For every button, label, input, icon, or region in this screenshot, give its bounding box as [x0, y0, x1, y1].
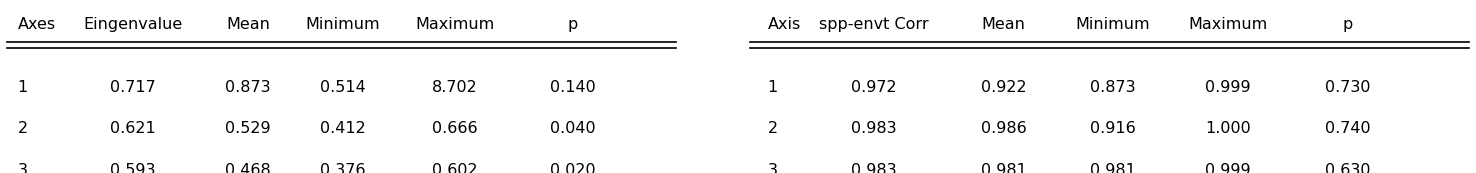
Text: Mean: Mean — [226, 17, 270, 32]
Text: p: p — [1343, 17, 1352, 32]
Text: 0.873: 0.873 — [1091, 80, 1135, 95]
Text: 0.922: 0.922 — [982, 80, 1026, 95]
Text: 2: 2 — [768, 121, 778, 136]
Text: 0.376: 0.376 — [320, 163, 365, 173]
Text: 0.873: 0.873 — [226, 80, 270, 95]
Text: Axis: Axis — [768, 17, 801, 32]
Text: Maximum: Maximum — [415, 17, 494, 32]
Text: Minimum: Minimum — [306, 17, 379, 32]
Text: Axes: Axes — [18, 17, 56, 32]
Text: 0.972: 0.972 — [852, 80, 896, 95]
Text: Minimum: Minimum — [1076, 17, 1150, 32]
Text: 0.140: 0.140 — [551, 80, 595, 95]
Text: 0.040: 0.040 — [551, 121, 595, 136]
Text: 0.986: 0.986 — [982, 121, 1026, 136]
Text: 3: 3 — [18, 163, 28, 173]
Text: 0.999: 0.999 — [1206, 80, 1250, 95]
Text: 0.983: 0.983 — [852, 121, 896, 136]
Text: 0.621: 0.621 — [111, 121, 155, 136]
Text: 3: 3 — [768, 163, 778, 173]
Text: 0.916: 0.916 — [1091, 121, 1135, 136]
Text: 0.717: 0.717 — [111, 80, 155, 95]
Text: 0.602: 0.602 — [432, 163, 477, 173]
Text: 0.514: 0.514 — [320, 80, 365, 95]
Text: p: p — [568, 17, 577, 32]
Text: 2: 2 — [18, 121, 28, 136]
Text: 0.730: 0.730 — [1325, 80, 1370, 95]
Text: 0.529: 0.529 — [226, 121, 270, 136]
Text: 1: 1 — [768, 80, 778, 95]
Text: 0.630: 0.630 — [1325, 163, 1370, 173]
Text: Eingenvalue: Eingenvalue — [83, 17, 183, 32]
Text: 0.981: 0.981 — [980, 163, 1027, 173]
Text: spp-envt Corr: spp-envt Corr — [819, 17, 928, 32]
Text: 0.999: 0.999 — [1206, 163, 1250, 173]
Text: 0.981: 0.981 — [1089, 163, 1137, 173]
Text: 0.020: 0.020 — [551, 163, 595, 173]
Text: 0.666: 0.666 — [432, 121, 477, 136]
Text: 1.000: 1.000 — [1206, 121, 1250, 136]
Text: Mean: Mean — [982, 17, 1026, 32]
Text: 1: 1 — [18, 80, 28, 95]
Text: 0.983: 0.983 — [852, 163, 896, 173]
Text: 8.702: 8.702 — [432, 80, 477, 95]
Text: 0.468: 0.468 — [226, 163, 270, 173]
Text: 0.593: 0.593 — [111, 163, 155, 173]
Text: 0.412: 0.412 — [320, 121, 365, 136]
Text: Maximum: Maximum — [1188, 17, 1268, 32]
Text: 0.740: 0.740 — [1325, 121, 1370, 136]
